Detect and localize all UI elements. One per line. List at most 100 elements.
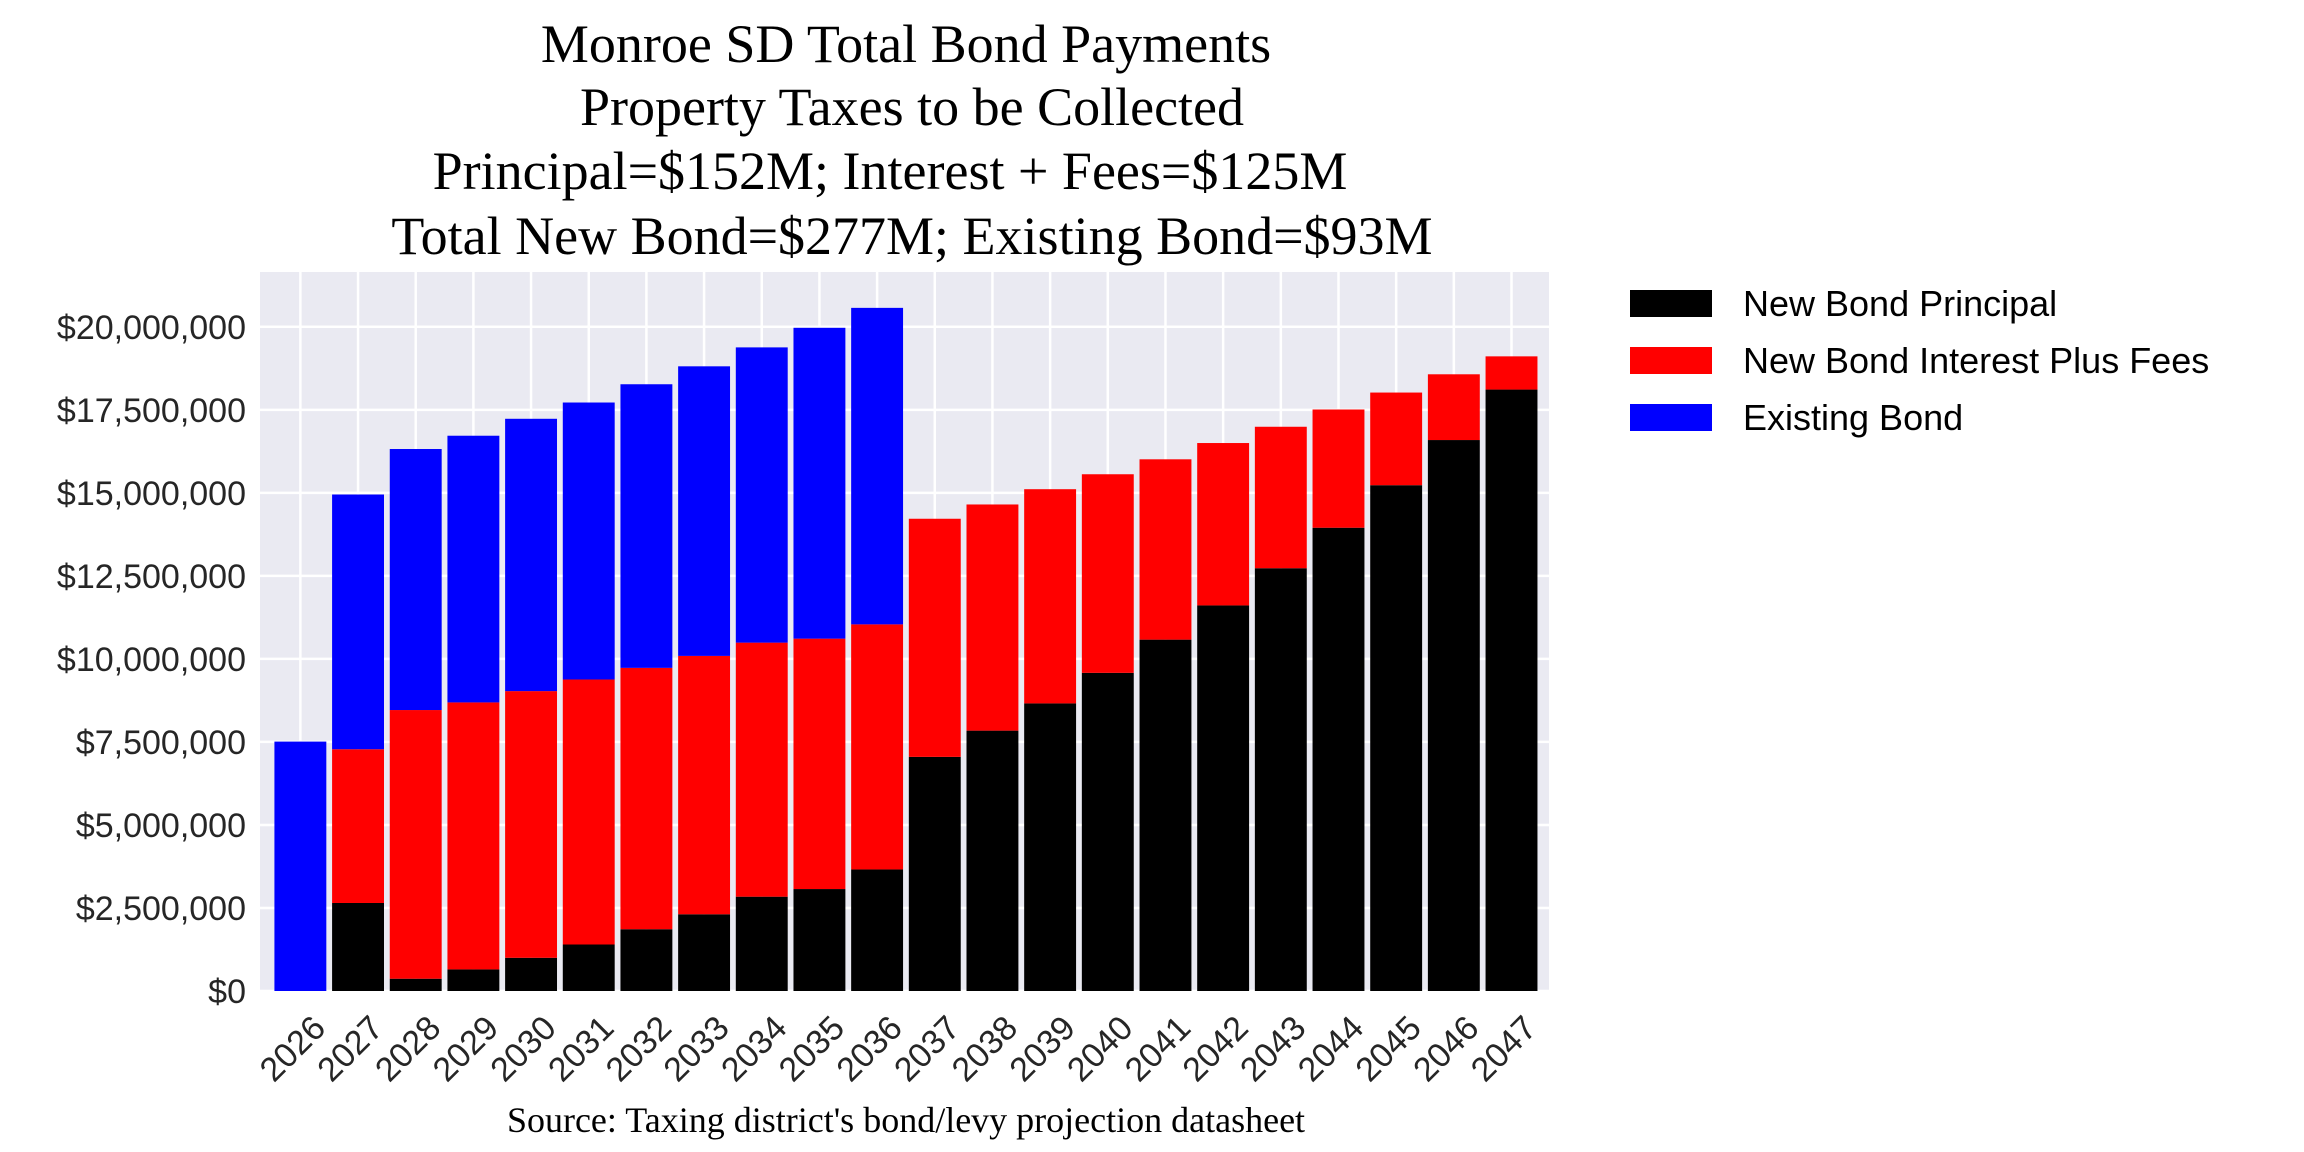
- bar-existing-bond-2033: [678, 366, 731, 656]
- bar-new-bond-principal-2034: [735, 896, 788, 991]
- bar-new-bond-interest-plus-fees-2036: [851, 624, 904, 870]
- bar-new-bond-interest-plus-fees-2047: [1485, 356, 1538, 390]
- bar-new-bond-principal-2045: [1370, 485, 1423, 991]
- legend-item: New Bond Principal: [1630, 283, 2057, 324]
- bar-new-bond-principal-2047: [1485, 389, 1538, 991]
- bar-new-bond-principal-2037: [908, 756, 961, 991]
- bars: [274, 307, 1538, 991]
- y-tick-label: $0: [208, 973, 246, 1011]
- bar-new-bond-principal-2044: [1312, 527, 1365, 991]
- legend-label: New Bond Interest Plus Fees: [1743, 340, 2209, 381]
- bar-new-bond-interest-plus-fees-2042: [1197, 443, 1250, 606]
- title-line-2: Property Taxes to be Collected: [580, 77, 1244, 137]
- legend: New Bond Principal New Bond Interest Plus…: [1630, 283, 2209, 438]
- y-tick-label: $7,500,000: [76, 724, 246, 762]
- bar-new-bond-interest-plus-fees-2037: [908, 518, 961, 757]
- x-tick-label: 2029: [426, 1009, 506, 1089]
- x-tick-label: 2030: [483, 1009, 563, 1089]
- source-note: Source: Taxing district's bond/levy proj…: [507, 1100, 1305, 1140]
- x-tick-label: 2046: [1406, 1009, 1486, 1089]
- x-tick-label: 2028: [368, 1009, 448, 1089]
- bar-existing-bond-2030: [505, 418, 558, 692]
- bar-new-bond-interest-plus-fees-2027: [332, 749, 384, 903]
- bar-new-bond-interest-plus-fees-2033: [678, 655, 731, 915]
- bar-existing-bond-2026: [274, 741, 327, 991]
- title-line-1: Monroe SD Total Bond Payments: [541, 14, 1271, 74]
- x-tick-labels: 2026202720282029203020312032203320342035…: [253, 1009, 1544, 1089]
- bar-new-bond-interest-plus-fees-2028: [389, 710, 442, 979]
- legend-swatch: [1630, 347, 1712, 374]
- y-tick-label: $10,000,000: [57, 641, 246, 679]
- x-tick-label: 2047: [1464, 1009, 1544, 1089]
- bar-new-bond-interest-plus-fees-2038: [966, 504, 1019, 731]
- y-tick-label: $5,000,000: [76, 807, 246, 845]
- bar-new-bond-principal-2039: [1024, 703, 1077, 991]
- bar-new-bond-interest-plus-fees-2032: [620, 667, 673, 930]
- y-tick-label: $12,500,000: [57, 558, 246, 596]
- chart-title: Monroe SD Total Bond Payments Property T…: [391, 14, 1432, 266]
- x-tick-label: 2035: [772, 1009, 852, 1089]
- bar-existing-bond-2035: [793, 327, 846, 639]
- x-tick-label: 2045: [1348, 1009, 1428, 1089]
- bar-new-bond-interest-plus-fees-2039: [1024, 489, 1077, 704]
- legend-label: New Bond Principal: [1743, 283, 2057, 324]
- bar-new-bond-interest-plus-fees-2040: [1081, 474, 1134, 673]
- legend-label: Existing Bond: [1743, 397, 1963, 438]
- x-tick-label: 2036: [829, 1009, 909, 1089]
- bar-new-bond-interest-plus-fees-2044: [1312, 409, 1365, 528]
- x-tick-label: 2038: [945, 1009, 1025, 1089]
- bar-new-bond-interest-plus-fees-2029: [447, 702, 500, 970]
- y-tick-label: $2,500,000: [76, 890, 246, 928]
- x-tick-label: 2034: [714, 1009, 794, 1089]
- x-tick-label: 2026: [253, 1009, 333, 1089]
- legend-item: Existing Bond: [1630, 397, 1963, 438]
- bar-new-bond-interest-plus-fees-2045: [1370, 392, 1423, 486]
- bar-new-bond-principal-2042: [1197, 605, 1250, 991]
- y-tick-label: $15,000,000: [57, 475, 246, 513]
- bar-existing-bond-2027: [332, 494, 384, 750]
- legend-item: New Bond Interest Plus Fees: [1630, 340, 2209, 381]
- bar-existing-bond-2029: [447, 435, 500, 703]
- x-tick-label: 2027: [310, 1009, 390, 1089]
- x-tick-label: 2033: [656, 1009, 736, 1089]
- bar-new-bond-interest-plus-fees-2041: [1139, 459, 1192, 640]
- title-line-4: Total New Bond=$277M; Existing Bond=$93M: [391, 206, 1432, 266]
- bar-new-bond-principal-2035: [793, 889, 846, 991]
- bar-new-bond-principal-2032: [620, 929, 673, 991]
- bar-new-bond-principal-2027: [332, 902, 384, 991]
- bar-existing-bond-2036: [851, 307, 904, 625]
- bar-new-bond-principal-2030: [505, 957, 558, 991]
- x-tick-label: 2044: [1291, 1009, 1371, 1089]
- bar-new-bond-principal-2036: [851, 869, 904, 991]
- x-tick-label: 2043: [1233, 1009, 1313, 1089]
- x-tick-label: 2040: [1060, 1009, 1140, 1089]
- bar-new-bond-interest-plus-fees-2035: [793, 638, 846, 890]
- bar-new-bond-principal-2033: [678, 914, 731, 991]
- x-tick-label: 2031: [541, 1009, 621, 1089]
- bar-new-bond-interest-plus-fees-2030: [505, 691, 558, 958]
- x-tick-label: 2041: [1118, 1009, 1198, 1089]
- bar-new-bond-principal-2028: [389, 978, 442, 991]
- bar-new-bond-principal-2031: [562, 944, 615, 991]
- bar-new-bond-interest-plus-fees-2034: [735, 642, 788, 897]
- x-tick-label: 2032: [599, 1009, 679, 1089]
- bar-new-bond-interest-plus-fees-2031: [562, 679, 615, 945]
- x-tick-label: 2037: [887, 1009, 967, 1089]
- y-tick-label: $20,000,000: [57, 309, 246, 347]
- bar-new-bond-principal-2038: [966, 730, 1019, 991]
- x-tick-label: 2039: [1002, 1009, 1082, 1089]
- x-tick-label: 2042: [1175, 1009, 1255, 1089]
- y-tick-label: $17,500,000: [57, 392, 246, 430]
- bar-existing-bond-2034: [735, 347, 788, 643]
- bar-existing-bond-2031: [562, 402, 615, 680]
- y-tick-labels: $0 $2,500,000 $5,000,000 $7,500,000 $10,000,…: [57, 309, 246, 1011]
- bar-new-bond-interest-plus-fees-2046: [1427, 374, 1480, 441]
- bar-new-bond-principal-2040: [1081, 672, 1134, 991]
- legend-swatch: [1630, 290, 1712, 317]
- bar-existing-bond-2028: [389, 449, 442, 711]
- bar-new-bond-principal-2043: [1254, 568, 1307, 991]
- bar-new-bond-interest-plus-fees-2043: [1254, 426, 1307, 569]
- bar-new-bond-principal-2046: [1427, 440, 1480, 991]
- legend-swatch: [1630, 404, 1712, 431]
